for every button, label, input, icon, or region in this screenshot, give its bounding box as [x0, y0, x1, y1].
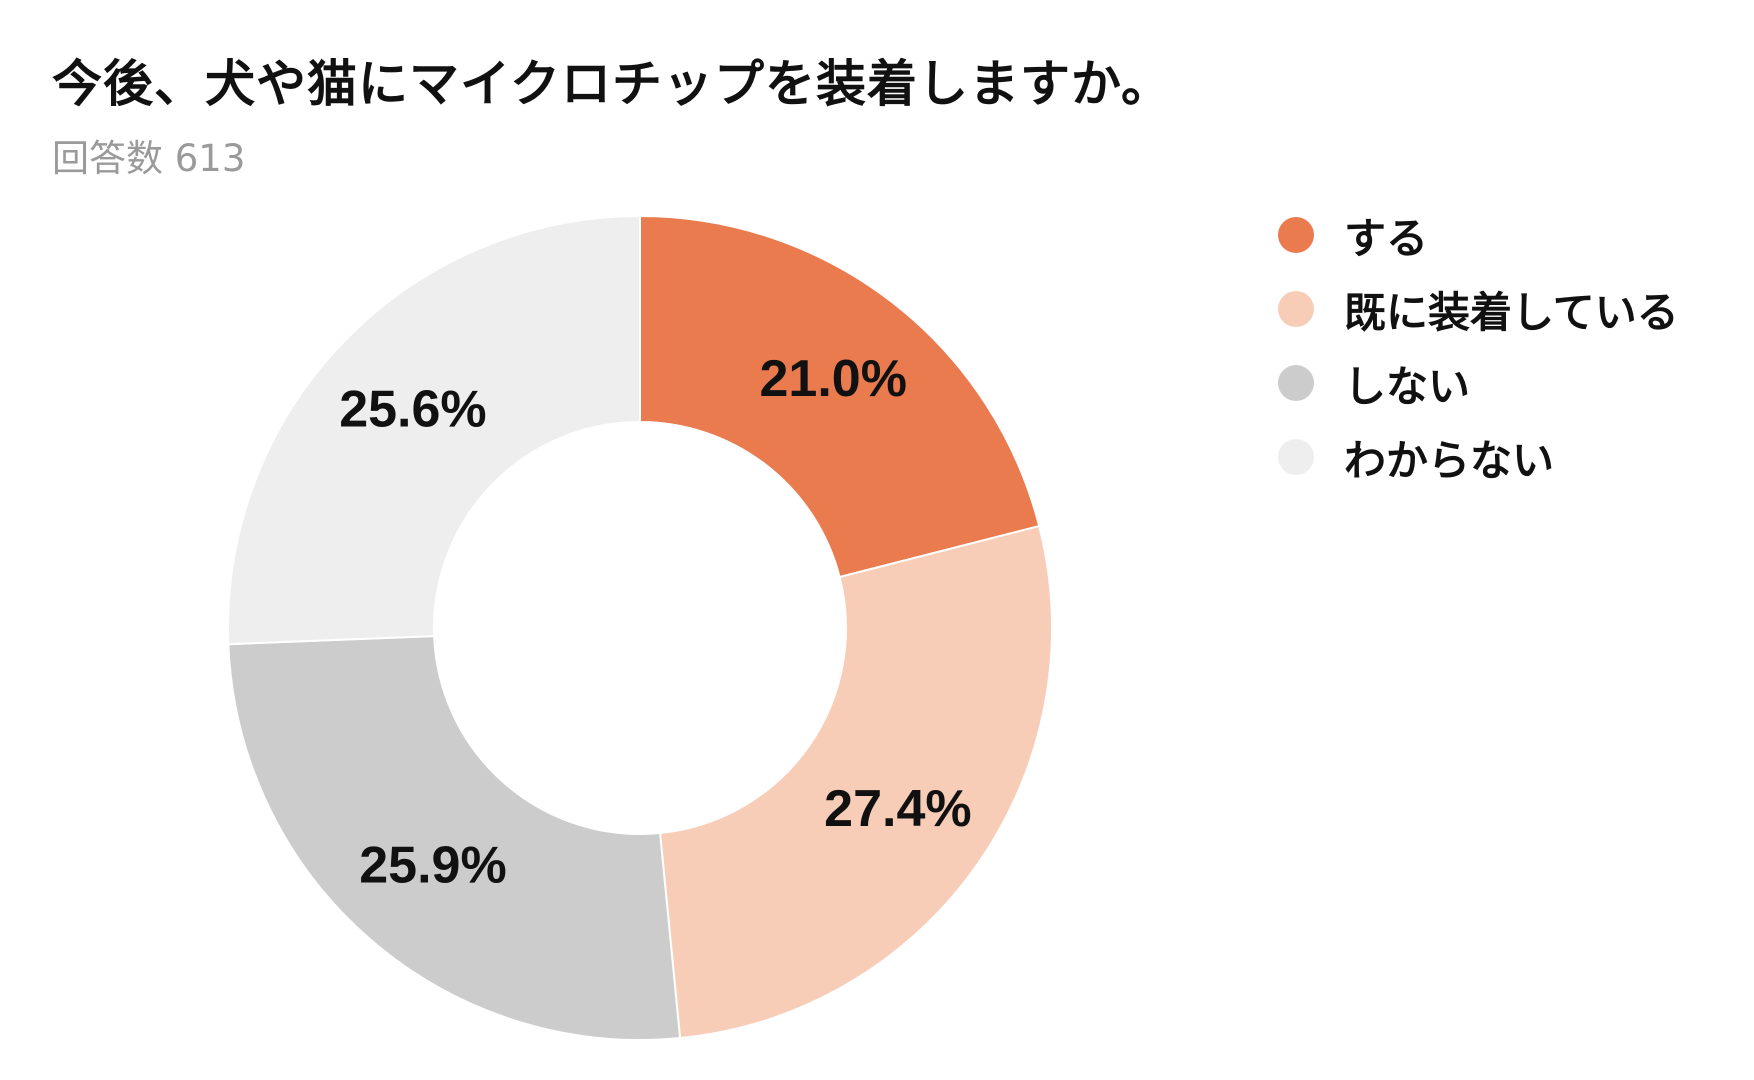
legend-label: 既に装着している — [1344, 287, 1679, 337]
slice-value-label-2: 27.4% — [824, 780, 971, 838]
donut-labels: 21.0% 27.4% 25.9% 25.6% — [339, 350, 971, 894]
legend-item-4: わからない — [1278, 420, 1679, 494]
legend-swatch-icon — [1278, 365, 1314, 401]
response-count: 回答数 613 — [52, 137, 246, 180]
donut-slice-4 — [227, 214, 641, 646]
legend-swatch-icon — [1278, 439, 1314, 475]
donut-slice-1 — [639, 214, 1041, 579]
chart-legend: する既に装着している しないわからない — [1278, 198, 1679, 494]
legend-label: する — [1344, 213, 1429, 263]
legend-swatch-icon — [1278, 217, 1314, 253]
chart-title: 今後、犬や猫にマイクロチップを装着しますか。 — [52, 55, 1172, 113]
slice-value-label-3: 25.9% — [359, 836, 506, 894]
donut-slices — [227, 214, 1053, 1041]
legend-swatch-icon — [1278, 291, 1314, 327]
donut-slice-3 — [227, 635, 682, 1041]
slice-value-label-4: 25.6% — [339, 381, 486, 439]
legend-label: わからない — [1344, 435, 1555, 485]
legend-item-3: しない — [1278, 346, 1679, 420]
donut-chart: 21.0% 27.4% 25.9% 25.6% — [227, 214, 1053, 1041]
slice-value-label-1: 21.0% — [760, 350, 907, 408]
donut-slice-2 — [658, 524, 1053, 1040]
legend-item-2: 既に装着している — [1278, 272, 1679, 346]
legend-item-1: する — [1278, 198, 1679, 272]
legend-label: しない — [1344, 361, 1471, 411]
